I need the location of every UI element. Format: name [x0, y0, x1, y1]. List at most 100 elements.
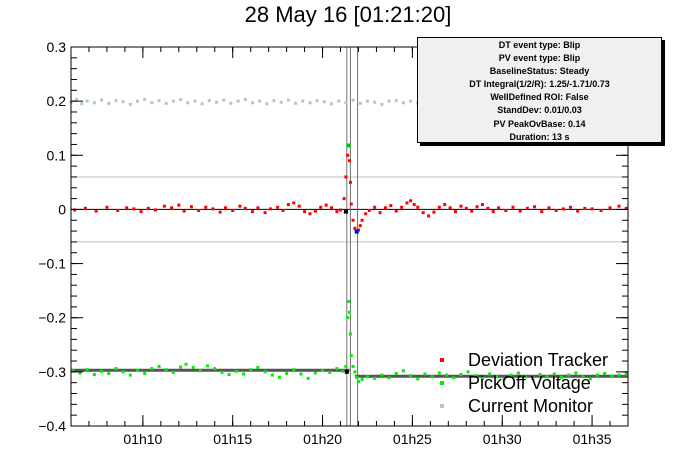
- data-point: [80, 102, 84, 106]
- data-point: [624, 372, 628, 376]
- stats-box: DT event type: Blip PV event type: Blip …: [417, 37, 662, 143]
- data-point: [358, 101, 362, 105]
- data-point: [427, 214, 431, 218]
- data-point: [215, 100, 219, 104]
- data-point: [162, 204, 166, 208]
- data-point: [412, 203, 416, 207]
- legend: Deviation Tracker PickOff Voltage Curren…: [440, 350, 640, 419]
- data-point: [554, 209, 558, 213]
- data-point: [222, 98, 226, 102]
- data-point: [599, 209, 603, 213]
- data-point: [540, 210, 544, 214]
- data-point: [256, 206, 260, 210]
- data-point: [164, 368, 168, 372]
- data-point: [92, 101, 96, 105]
- data-point: [303, 210, 307, 214]
- data-point: [400, 205, 404, 209]
- data-point: [71, 369, 75, 373]
- chart-title: 28 May 16 [01:21:20]: [244, 2, 452, 27]
- data-point: [432, 210, 436, 214]
- data-point: [250, 210, 254, 214]
- data-point: [394, 371, 398, 375]
- data-point: [238, 204, 242, 208]
- data-point: [85, 368, 89, 372]
- data-point: [171, 370, 175, 374]
- data-point: [281, 209, 285, 213]
- x-tick-label: 01h10: [123, 431, 162, 447]
- data-point: [560, 375, 564, 379]
- data-point: [132, 207, 136, 211]
- data-point: [373, 100, 377, 104]
- data-point: [364, 212, 368, 216]
- data-point: [504, 209, 508, 213]
- data-point: [459, 204, 463, 208]
- data-point: [452, 376, 456, 380]
- data-point: [356, 380, 360, 384]
- data-point: [121, 100, 125, 104]
- data-point: [569, 205, 573, 209]
- data-point: [348, 159, 351, 163]
- data-point: [186, 101, 190, 105]
- data-point: [445, 373, 449, 377]
- data-point: [189, 205, 193, 209]
- data-point: [344, 175, 348, 179]
- data-point: [234, 369, 238, 373]
- data-point: [581, 375, 585, 379]
- data-point: [610, 374, 614, 378]
- data-point: [351, 98, 355, 102]
- legend-label: Current Monitor: [468, 396, 594, 416]
- data-point: [135, 368, 139, 372]
- data-point: [349, 202, 353, 206]
- data-point: [143, 371, 147, 375]
- x-tick-label: 01h20: [303, 431, 342, 447]
- data-point: [114, 99, 118, 103]
- data-point: [337, 99, 341, 103]
- data-point: [74, 98, 78, 102]
- data-point: [276, 205, 280, 209]
- data-point: [416, 377, 420, 381]
- data-point: [383, 206, 387, 210]
- data-point: [480, 376, 484, 380]
- data-point: [547, 206, 551, 210]
- data-point: [121, 370, 125, 374]
- data-point: [394, 99, 398, 103]
- data-point: [588, 377, 592, 381]
- data-point: [220, 370, 224, 374]
- data-point: [105, 205, 109, 209]
- event-marker: [344, 369, 349, 374]
- data-point: [617, 204, 621, 208]
- y-tick-label: 0.1: [47, 147, 67, 163]
- stats-line: DT event type: Blip: [498, 40, 581, 50]
- data-point: [213, 367, 217, 371]
- data-point: [85, 99, 89, 103]
- x-tick-label: 01h35: [573, 431, 612, 447]
- stats-line: StandDev: 0.01/0.03: [497, 105, 582, 116]
- data-point: [319, 205, 323, 209]
- data-point: [182, 209, 186, 213]
- data-point: [292, 368, 296, 372]
- data-point: [502, 377, 506, 381]
- data-point: [157, 364, 161, 368]
- legend-swatch: [440, 381, 444, 385]
- data-point: [595, 373, 599, 377]
- data-point: [380, 102, 384, 106]
- data-point: [143, 98, 147, 102]
- data-point: [480, 203, 484, 207]
- data-point: [218, 210, 222, 214]
- data-point: [533, 205, 537, 209]
- data-point: [346, 153, 350, 157]
- data-point: [401, 101, 405, 105]
- legend-entry-deviation-tracker: Deviation Tracker: [440, 350, 640, 373]
- data-point: [229, 101, 233, 105]
- data-point: [346, 316, 350, 320]
- data-point: [328, 370, 332, 374]
- data-point: [204, 205, 208, 209]
- data-point: [348, 332, 352, 336]
- data-point: [349, 354, 353, 358]
- stats-line: PV event type: Blip: [498, 53, 581, 64]
- data-point: [437, 371, 441, 375]
- data-point: [448, 206, 452, 210]
- data-point: [380, 373, 384, 377]
- data-point: [358, 224, 362, 228]
- data-point: [285, 371, 289, 375]
